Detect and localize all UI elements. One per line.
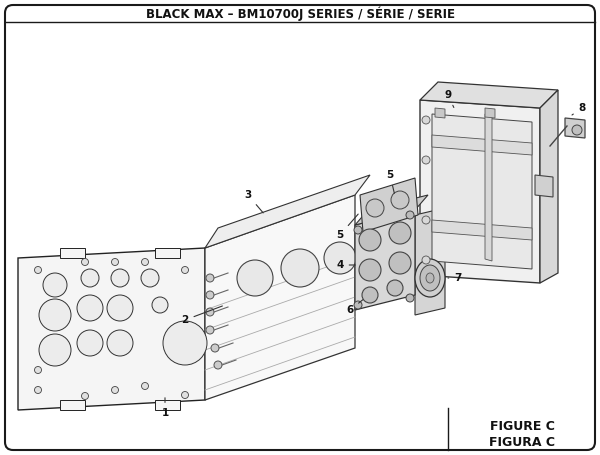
Polygon shape [432, 135, 532, 155]
Circle shape [422, 216, 430, 224]
Circle shape [422, 156, 430, 164]
Circle shape [206, 291, 214, 299]
Circle shape [111, 269, 129, 287]
Text: 1: 1 [161, 398, 169, 418]
Circle shape [422, 256, 430, 264]
Circle shape [406, 294, 414, 302]
Circle shape [39, 334, 71, 366]
Polygon shape [60, 248, 85, 258]
Circle shape [422, 116, 430, 124]
Text: 5: 5 [337, 214, 358, 240]
Ellipse shape [426, 273, 434, 283]
Polygon shape [360, 178, 418, 232]
Polygon shape [155, 400, 180, 410]
Polygon shape [485, 114, 492, 261]
Text: 7: 7 [448, 273, 461, 283]
Circle shape [391, 191, 409, 209]
Circle shape [389, 252, 411, 274]
Polygon shape [540, 90, 558, 283]
Circle shape [362, 287, 378, 303]
Polygon shape [355, 210, 415, 310]
Circle shape [354, 301, 362, 309]
Circle shape [142, 258, 149, 266]
Circle shape [206, 308, 214, 316]
Ellipse shape [415, 259, 445, 297]
Text: FIGURE C: FIGURE C [490, 420, 554, 433]
Circle shape [107, 330, 133, 356]
Polygon shape [432, 114, 532, 269]
Circle shape [163, 321, 207, 365]
Circle shape [354, 226, 362, 234]
Ellipse shape [324, 242, 356, 274]
Circle shape [35, 366, 41, 374]
Text: 9: 9 [445, 90, 454, 107]
Text: 6: 6 [346, 300, 363, 315]
Circle shape [142, 383, 149, 389]
Circle shape [387, 280, 403, 296]
Circle shape [141, 269, 159, 287]
Circle shape [152, 297, 168, 313]
Polygon shape [485, 108, 495, 118]
Circle shape [366, 199, 384, 217]
Circle shape [206, 274, 214, 282]
Circle shape [572, 125, 582, 135]
Circle shape [39, 299, 71, 331]
Polygon shape [420, 82, 558, 108]
Text: 5: 5 [386, 170, 394, 193]
Circle shape [81, 269, 99, 287]
Ellipse shape [237, 260, 273, 296]
Circle shape [214, 361, 222, 369]
Circle shape [406, 211, 414, 219]
Circle shape [359, 259, 381, 281]
Polygon shape [355, 195, 428, 225]
Circle shape [182, 391, 188, 399]
Polygon shape [535, 175, 553, 197]
Circle shape [82, 393, 89, 399]
Circle shape [206, 326, 214, 334]
Text: FIGURA C: FIGURA C [489, 435, 555, 449]
Text: 2: 2 [181, 306, 223, 325]
Ellipse shape [281, 249, 319, 287]
Polygon shape [205, 175, 370, 248]
Polygon shape [432, 220, 532, 240]
Circle shape [35, 386, 41, 394]
Circle shape [82, 258, 89, 266]
Polygon shape [155, 248, 180, 258]
Text: 3: 3 [244, 190, 263, 213]
Polygon shape [420, 100, 540, 283]
Text: 4: 4 [337, 260, 355, 270]
Circle shape [35, 267, 41, 273]
Polygon shape [415, 208, 445, 315]
Polygon shape [60, 400, 85, 410]
Circle shape [112, 258, 119, 266]
Polygon shape [565, 118, 585, 138]
Circle shape [389, 222, 411, 244]
Text: 8: 8 [572, 103, 586, 115]
Circle shape [77, 295, 103, 321]
Circle shape [211, 344, 219, 352]
Circle shape [43, 273, 67, 297]
Polygon shape [205, 195, 355, 400]
Polygon shape [435, 108, 445, 118]
Circle shape [107, 295, 133, 321]
Polygon shape [18, 248, 205, 410]
Circle shape [182, 267, 188, 273]
Circle shape [77, 330, 103, 356]
Circle shape [112, 386, 119, 394]
Ellipse shape [420, 265, 440, 291]
Text: BLACK MAX – BM10700J SERIES / SÉRIE / SERIE: BLACK MAX – BM10700J SERIES / SÉRIE / SE… [146, 7, 455, 21]
Circle shape [359, 229, 381, 251]
